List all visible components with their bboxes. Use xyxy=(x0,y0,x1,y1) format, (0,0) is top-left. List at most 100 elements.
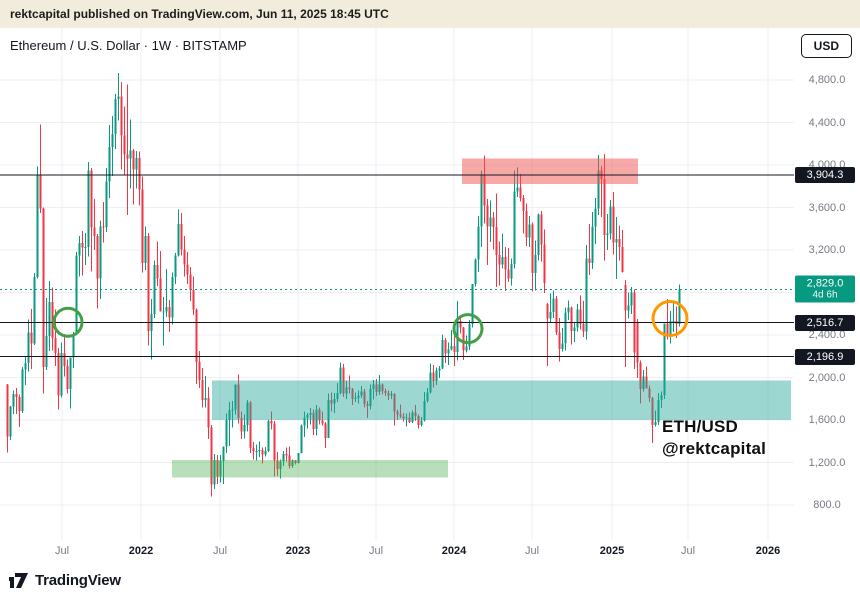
candle-body xyxy=(195,309,198,363)
candle-body xyxy=(294,460,297,464)
candle-body xyxy=(249,402,252,449)
annotation-symbol: ETH/USD xyxy=(662,417,739,436)
candle-body xyxy=(450,346,453,350)
candle-body xyxy=(642,376,645,390)
candle-body xyxy=(321,420,324,424)
candle-body xyxy=(138,158,141,190)
candle-body xyxy=(273,423,276,461)
candle-body xyxy=(225,420,228,447)
candle-body xyxy=(555,298,558,333)
footer-bar: TradingView xyxy=(0,562,860,599)
time-axis-label: 2024 xyxy=(441,545,467,557)
candle-body xyxy=(222,446,225,461)
candle-body xyxy=(108,146,111,182)
currency-toggle-button[interactable]: USD xyxy=(800,34,852,58)
candle-body xyxy=(198,362,201,381)
candle-body xyxy=(591,226,594,263)
candle-body xyxy=(465,346,468,351)
candle-body xyxy=(462,327,465,351)
candle-body xyxy=(573,327,576,331)
candle-body xyxy=(396,411,399,415)
candle-body xyxy=(231,409,234,411)
candle-body xyxy=(606,233,609,236)
annotation-handle: @rektcapital xyxy=(662,439,767,458)
candle-body xyxy=(33,277,36,344)
candle-body xyxy=(105,181,108,228)
candle-body xyxy=(603,178,606,236)
candle-body xyxy=(213,459,216,485)
candle-body xyxy=(426,392,429,401)
candle-body xyxy=(489,217,492,227)
candle-body xyxy=(111,134,114,147)
candle-body xyxy=(501,256,504,265)
candle-body xyxy=(45,336,48,367)
candle-body xyxy=(564,312,567,344)
candle-body xyxy=(438,368,441,371)
candle-body xyxy=(309,413,312,416)
candle-body xyxy=(207,398,210,428)
candle-body xyxy=(9,406,12,437)
time-axis[interactable]: Jul 2022 Jul 2023 Jul 2024 Jul 2025 Jul 2026 xyxy=(0,540,794,562)
candle-body xyxy=(117,96,120,100)
candle-body xyxy=(537,214,540,255)
candle-body xyxy=(165,306,168,312)
candle-body xyxy=(30,332,33,344)
candle-body xyxy=(75,255,78,334)
candle-body xyxy=(612,206,615,243)
candle-body xyxy=(39,174,42,209)
candle-body xyxy=(156,264,159,279)
zone-support-teal xyxy=(212,380,791,420)
candle-body xyxy=(393,393,396,412)
time-axis-label: Jul xyxy=(680,545,696,557)
candle-body xyxy=(291,460,294,467)
candle-body xyxy=(447,349,450,354)
chart-area: Ethereum / U.S. Dollar · 1W · BITSTAMP U… xyxy=(0,28,860,562)
candle-body xyxy=(186,264,189,275)
candle-body xyxy=(144,236,147,263)
candle-body xyxy=(669,321,672,335)
candle-body xyxy=(48,302,51,337)
candle-body xyxy=(492,217,495,228)
candle-body xyxy=(183,249,186,265)
candle-body xyxy=(327,399,330,439)
last-price-value: 2,829.0 xyxy=(806,277,844,290)
candle-body xyxy=(375,384,378,392)
tradingview-logo-icon[interactable] xyxy=(9,573,29,588)
candle-body xyxy=(57,353,60,396)
candle-body xyxy=(522,197,525,212)
candle-body xyxy=(90,170,93,228)
candle-body xyxy=(483,174,486,206)
price-axis[interactable]: 4,800.04,400.04,000.03,600.03,200.02,800… xyxy=(794,28,860,540)
candle-body xyxy=(189,274,192,290)
candle-body xyxy=(234,384,237,410)
time-axis-label: Jul xyxy=(368,545,384,557)
candle-body xyxy=(297,452,300,464)
candle-body xyxy=(543,244,546,283)
candle-body xyxy=(597,170,600,209)
candle-body xyxy=(27,332,30,364)
candle-body xyxy=(363,391,366,405)
price-chart-canvas[interactable] xyxy=(0,28,794,540)
candle-body xyxy=(192,289,195,310)
candle-body xyxy=(504,256,507,270)
candle-body xyxy=(585,258,588,332)
candle-body xyxy=(411,412,414,423)
candle-body xyxy=(51,302,54,339)
candle-body xyxy=(69,357,72,390)
price-axis-label: 3,200.0 xyxy=(808,244,846,256)
price-axis-label: 3,600.0 xyxy=(808,201,846,214)
candle-body xyxy=(258,449,261,451)
candle-body xyxy=(285,454,288,456)
candle-body xyxy=(312,413,315,430)
candle-body xyxy=(162,311,165,313)
candle-body xyxy=(24,363,27,370)
candle-body xyxy=(399,414,402,417)
price-axis-label: 4,800.0 xyxy=(808,74,846,86)
tradingview-brand[interactable]: TradingView xyxy=(35,572,121,589)
candle-body xyxy=(390,393,393,396)
candle-body xyxy=(498,254,501,265)
candle-body xyxy=(252,448,255,451)
price-axis-label: 800.0 xyxy=(813,499,841,511)
candle-body xyxy=(267,421,270,451)
candle-body xyxy=(333,398,336,404)
